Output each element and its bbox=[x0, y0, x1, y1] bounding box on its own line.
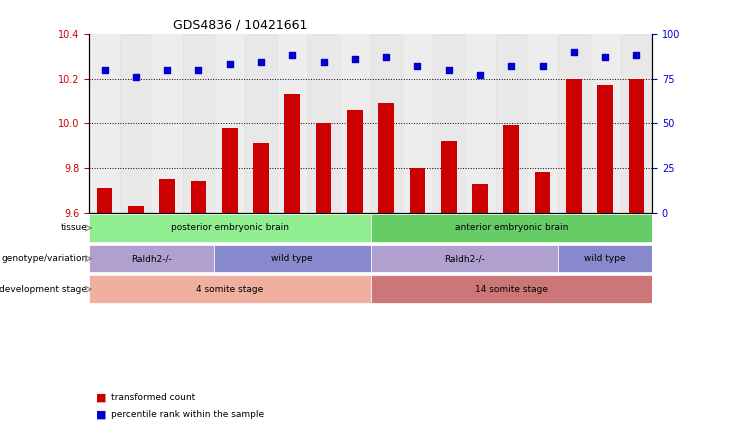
Point bbox=[286, 52, 298, 59]
Point bbox=[474, 71, 486, 78]
Point bbox=[443, 66, 455, 73]
Point bbox=[224, 61, 236, 68]
Text: ■: ■ bbox=[96, 409, 107, 420]
Bar bbox=[621, 34, 652, 213]
Text: genotype/variation: genotype/variation bbox=[1, 254, 87, 263]
Bar bbox=[465, 34, 496, 213]
Text: tissue: tissue bbox=[61, 223, 87, 233]
Bar bbox=[496, 34, 527, 213]
Bar bbox=[245, 34, 276, 213]
FancyBboxPatch shape bbox=[89, 214, 370, 242]
Point bbox=[193, 66, 205, 73]
FancyBboxPatch shape bbox=[370, 214, 652, 242]
Point bbox=[318, 59, 330, 66]
Bar bbox=[597, 85, 613, 213]
Bar bbox=[590, 34, 621, 213]
FancyBboxPatch shape bbox=[89, 275, 370, 303]
Bar bbox=[535, 173, 551, 213]
Point bbox=[599, 54, 611, 60]
Point bbox=[536, 63, 548, 69]
Point bbox=[411, 63, 423, 69]
Point bbox=[162, 66, 173, 73]
Bar bbox=[89, 34, 120, 213]
Bar bbox=[276, 34, 308, 213]
Bar bbox=[527, 34, 558, 213]
Bar bbox=[566, 79, 582, 213]
Bar bbox=[347, 110, 362, 213]
Bar bbox=[222, 128, 238, 213]
Bar bbox=[159, 179, 175, 213]
Point bbox=[130, 73, 142, 80]
Text: 4 somite stage: 4 somite stage bbox=[196, 285, 263, 294]
Bar bbox=[128, 206, 144, 213]
Bar bbox=[441, 141, 456, 213]
FancyBboxPatch shape bbox=[558, 245, 652, 272]
Bar bbox=[151, 34, 183, 213]
Bar bbox=[472, 184, 488, 213]
Bar bbox=[628, 79, 644, 213]
Bar bbox=[183, 34, 214, 213]
Text: GDS4836 / 10421661: GDS4836 / 10421661 bbox=[173, 18, 308, 31]
Bar bbox=[97, 188, 113, 213]
Point bbox=[349, 55, 361, 62]
Text: anterior embryonic brain: anterior embryonic brain bbox=[454, 223, 568, 233]
FancyBboxPatch shape bbox=[89, 245, 214, 272]
Bar bbox=[316, 123, 331, 213]
Text: posterior embryonic brain: posterior embryonic brain bbox=[170, 223, 289, 233]
Text: percentile rank within the sample: percentile rank within the sample bbox=[111, 410, 265, 419]
Text: wild type: wild type bbox=[271, 254, 313, 263]
Point bbox=[631, 52, 642, 59]
Text: development stage: development stage bbox=[0, 285, 87, 294]
Text: ■: ■ bbox=[96, 393, 107, 403]
Bar bbox=[503, 126, 519, 213]
FancyBboxPatch shape bbox=[214, 245, 370, 272]
Bar bbox=[339, 34, 370, 213]
Bar bbox=[120, 34, 151, 213]
Text: Raldh2-/-: Raldh2-/- bbox=[131, 254, 172, 263]
Bar bbox=[253, 143, 269, 213]
FancyBboxPatch shape bbox=[370, 275, 652, 303]
Point bbox=[568, 48, 579, 55]
Bar bbox=[308, 34, 339, 213]
Bar bbox=[433, 34, 465, 213]
Bar bbox=[410, 168, 425, 213]
Bar bbox=[370, 34, 402, 213]
Bar bbox=[214, 34, 245, 213]
Text: transformed count: transformed count bbox=[111, 393, 196, 402]
Point bbox=[380, 54, 392, 60]
Point bbox=[99, 66, 110, 73]
Bar bbox=[558, 34, 590, 213]
Bar bbox=[285, 94, 300, 213]
Bar bbox=[190, 181, 206, 213]
Point bbox=[255, 59, 267, 66]
Bar bbox=[402, 34, 433, 213]
Bar bbox=[379, 103, 394, 213]
Point bbox=[505, 63, 517, 69]
Text: wild type: wild type bbox=[585, 254, 626, 263]
FancyBboxPatch shape bbox=[370, 245, 558, 272]
Text: 14 somite stage: 14 somite stage bbox=[475, 285, 548, 294]
Text: Raldh2-/-: Raldh2-/- bbox=[444, 254, 485, 263]
